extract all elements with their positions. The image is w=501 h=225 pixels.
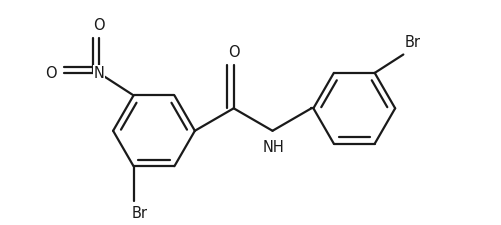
Text: NH: NH bbox=[263, 139, 285, 154]
Text: O: O bbox=[228, 44, 239, 59]
Text: O: O bbox=[46, 66, 57, 81]
Text: Br: Br bbox=[404, 35, 420, 50]
Text: Br: Br bbox=[131, 206, 147, 220]
Text: O: O bbox=[93, 18, 105, 33]
Text: N: N bbox=[93, 66, 104, 81]
